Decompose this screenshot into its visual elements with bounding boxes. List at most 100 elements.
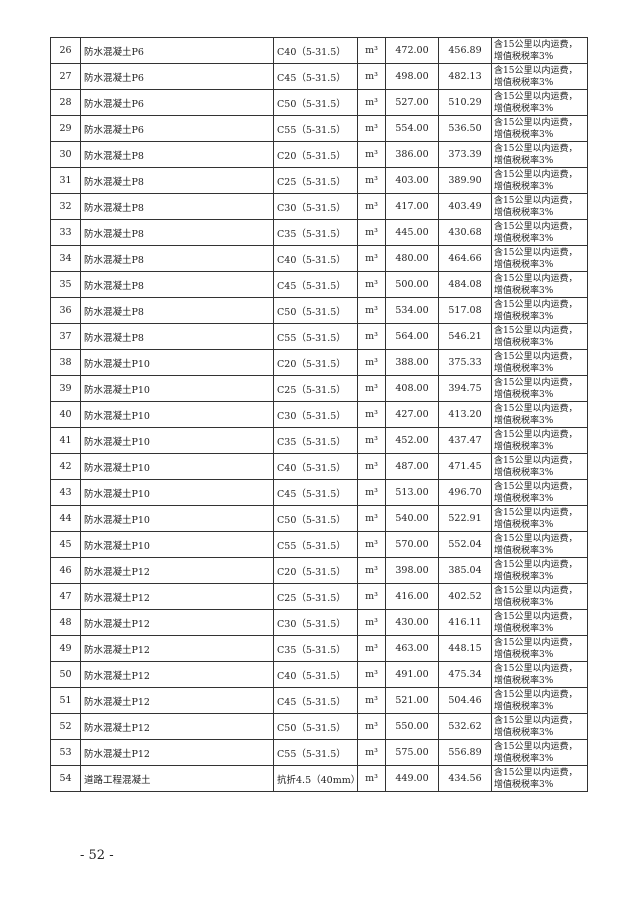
- remark-line-2: 增值税税率3%: [494, 363, 554, 374]
- row-number: 46: [50, 557, 81, 584]
- price-with-tax: 491.00: [385, 661, 439, 688]
- price-without-tax: 456.89: [438, 37, 492, 64]
- price-with-tax: 550.00: [385, 713, 439, 740]
- specification: C20（5-31.5）: [273, 141, 358, 168]
- remark-line-2: 增值税税率3%: [494, 415, 554, 426]
- table-row: 29 防水混凝土P6 C55（5-31.5） m³ 554.00 536.50 含15公里以…: [50, 115, 588, 142]
- price-with-tax: 408.00: [385, 375, 439, 402]
- table-row: 47 防水混凝土P12 C25（5-31.5） m³ 416.00 402.52 含15公里…: [50, 583, 588, 610]
- specification: C45（5-31.5）: [273, 63, 358, 90]
- remark-line-2: 增值税税率3%: [494, 493, 554, 504]
- remark: 含15公里以内运费， 增值税税率3%: [491, 557, 588, 584]
- remark-line-1: 含15公里以内运费，: [494, 455, 578, 466]
- price-with-tax: 564.00: [385, 323, 439, 350]
- price-without-tax: 402.52: [438, 583, 492, 610]
- unit: m³: [357, 453, 386, 480]
- specification: C40（5-31.5）: [273, 245, 358, 272]
- remark: 含15公里以内运费， 增值税税率3%: [491, 401, 588, 428]
- specification: C55（5-31.5）: [273, 323, 358, 350]
- remark-line-2: 增值税税率3%: [494, 337, 554, 348]
- row-number: 30: [50, 141, 81, 168]
- price-without-tax: 430.68: [438, 219, 492, 246]
- unit: m³: [357, 63, 386, 90]
- unit: m³: [357, 635, 386, 662]
- material-name: 防水混凝土P12: [80, 661, 274, 688]
- table-row: 32 防水混凝土P8 C30（5-31.5） m³ 417.00 403.49 含15公里以…: [50, 193, 588, 220]
- table-row: 30 防水混凝土P8 C20（5-31.5） m³ 386.00 373.39 含15公里以…: [50, 141, 588, 168]
- row-number: 48: [50, 609, 81, 636]
- unit: m³: [357, 609, 386, 636]
- table-row: 50 防水混凝土P12 C40（5-31.5） m³ 491.00 475.34 含15公里…: [50, 661, 588, 688]
- price-without-tax: 504.46: [438, 687, 492, 714]
- remark-line-1: 含15公里以内运费，: [494, 377, 578, 388]
- price-without-tax: 416.11: [438, 609, 492, 636]
- remark-line-1: 含15公里以内运费，: [494, 117, 578, 128]
- material-name: 防水混凝土P10: [80, 375, 274, 402]
- table-row: 46 防水混凝土P12 C20（5-31.5） m³ 398.00 385.04 含15公里…: [50, 557, 588, 584]
- price-without-tax: 556.89: [438, 739, 492, 766]
- price-with-tax: 430.00: [385, 609, 439, 636]
- price-without-tax: 375.33: [438, 349, 492, 376]
- specification: C35（5-31.5）: [273, 219, 358, 246]
- price-with-tax: 480.00: [385, 245, 439, 272]
- price-with-tax: 487.00: [385, 453, 439, 480]
- price-with-tax: 386.00: [385, 141, 439, 168]
- specification: C25（5-31.5）: [273, 583, 358, 610]
- price-without-tax: 536.50: [438, 115, 492, 142]
- unit: m³: [357, 739, 386, 766]
- row-number: 47: [50, 583, 81, 610]
- specification: C25（5-31.5）: [273, 167, 358, 194]
- specification: 抗折4.5（40mm）: [273, 765, 358, 792]
- price-with-tax: 449.00: [385, 765, 439, 792]
- price-without-tax: 510.29: [438, 89, 492, 116]
- price-without-tax: 471.45: [438, 453, 492, 480]
- unit: m³: [357, 37, 386, 64]
- remark-line-1: 含15公里以内运费，: [494, 611, 578, 622]
- remark: 含15公里以内运费， 增值税税率3%: [491, 609, 588, 636]
- unit: m³: [357, 271, 386, 298]
- unit: m³: [357, 167, 386, 194]
- price-without-tax: 522.91: [438, 505, 492, 532]
- table-row: 39 防水混凝土P10 C25（5-31.5） m³ 408.00 394.75 含15公里…: [50, 375, 588, 402]
- material-name: 防水混凝土P8: [80, 323, 274, 350]
- remark-line-1: 含15公里以内运费，: [494, 221, 578, 232]
- remark-line-1: 含15公里以内运费，: [494, 143, 578, 154]
- row-number: 39: [50, 375, 81, 402]
- price-with-tax: 521.00: [385, 687, 439, 714]
- specification: C50（5-31.5）: [273, 713, 358, 740]
- unit: m³: [357, 479, 386, 506]
- material-name: 防水混凝土P12: [80, 713, 274, 740]
- specification: C40（5-31.5）: [273, 37, 358, 64]
- unit: m³: [357, 713, 386, 740]
- row-number: 45: [50, 531, 81, 558]
- specification: C30（5-31.5）: [273, 193, 358, 220]
- remark-line-2: 增值税税率3%: [494, 675, 554, 686]
- remark-line-1: 含15公里以内运费，: [494, 429, 578, 440]
- material-name: 防水混凝土P12: [80, 687, 274, 714]
- table-row: 41 防水混凝土P10 C35（5-31.5） m³ 452.00 437.47 含15公里…: [50, 427, 588, 454]
- price-with-tax: 388.00: [385, 349, 439, 376]
- price-with-tax: 570.00: [385, 531, 439, 558]
- remark-line-1: 含15公里以内运费，: [494, 351, 578, 362]
- price-with-tax: 463.00: [385, 635, 439, 662]
- remark-line-2: 增值税税率3%: [494, 51, 554, 62]
- remark: 含15公里以内运费， 增值税税率3%: [491, 349, 588, 376]
- remark: 含15公里以内运费， 增值税税率3%: [491, 297, 588, 324]
- price-with-tax: 416.00: [385, 583, 439, 610]
- specification: C50（5-31.5）: [273, 297, 358, 324]
- price-without-tax: 389.90: [438, 167, 492, 194]
- unit: m³: [357, 219, 386, 246]
- remark-line-2: 增值税税率3%: [494, 545, 554, 556]
- material-name: 防水混凝土P8: [80, 141, 274, 168]
- material-name: 防水混凝土P8: [80, 193, 274, 220]
- remark: 含15公里以内运费， 增值税税率3%: [491, 739, 588, 766]
- specification: C20（5-31.5）: [273, 349, 358, 376]
- remark-line-1: 含15公里以内运费，: [494, 741, 578, 752]
- remark-line-2: 增值税税率3%: [494, 259, 554, 270]
- price-with-tax: 417.00: [385, 193, 439, 220]
- price-without-tax: 464.66: [438, 245, 492, 272]
- row-number: 32: [50, 193, 81, 220]
- remark-line-2: 增值税税率3%: [494, 389, 554, 400]
- remark: 含15公里以内运费， 增值税税率3%: [491, 115, 588, 142]
- remark: 含15公里以内运费， 增值税税率3%: [491, 89, 588, 116]
